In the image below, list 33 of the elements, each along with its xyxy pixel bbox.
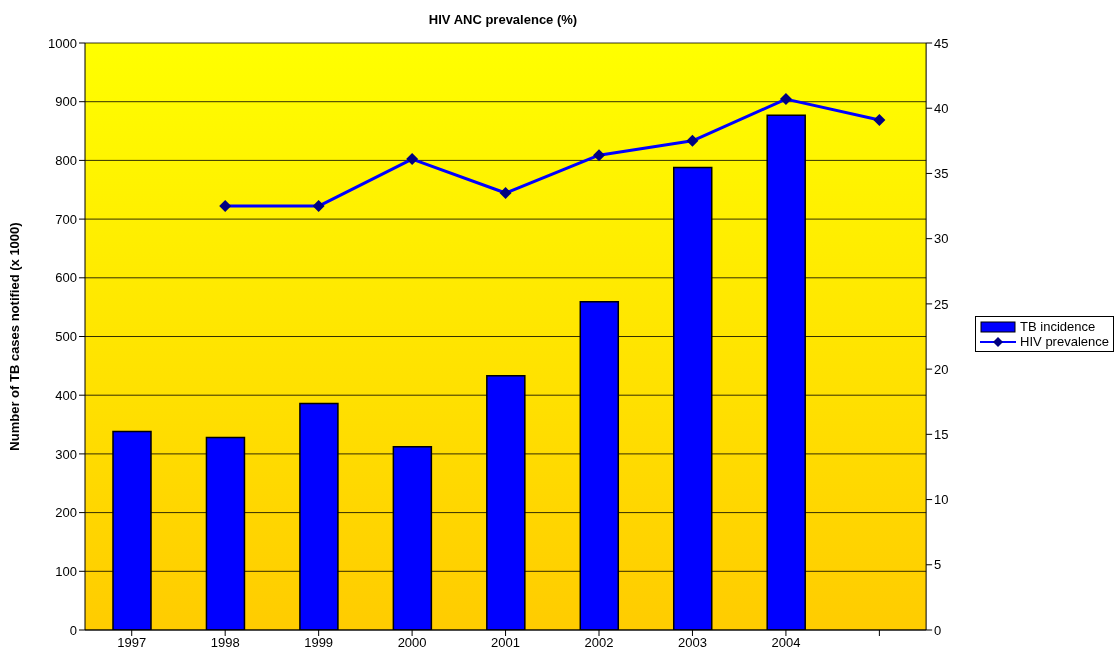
- chart-title: HIV ANC prevalence (%): [427, 12, 579, 27]
- y-tick-label: 700: [55, 211, 77, 227]
- y-tick-label: 500: [55, 329, 77, 345]
- y-tick-label: 1000: [48, 35, 77, 51]
- y-tick-label: 300: [55, 446, 77, 462]
- y2-tick-label: 40: [934, 100, 949, 116]
- y2-tick-label: 5: [934, 557, 942, 573]
- x-tick-label: 2000: [397, 635, 427, 651]
- x-tick-label: 1999: [304, 635, 334, 651]
- x-tick-label: 2001: [491, 635, 521, 651]
- y2-tick-label: 30: [934, 231, 949, 247]
- y2-tick-label: 15: [934, 426, 949, 442]
- x-tick-label: 2003: [678, 635, 707, 651]
- y-axis-title: Number of TB cases notified (x 1000): [6, 222, 22, 451]
- y2-tick-label: 0: [934, 622, 942, 638]
- x-tick-label: 1997: [117, 635, 147, 651]
- y-tick-label: 0: [69, 622, 77, 638]
- y2-tick-label: 45: [934, 35, 949, 51]
- y-tick-label: 800: [55, 153, 77, 169]
- y2-tick-label: 35: [934, 166, 949, 182]
- y-tick-label: 200: [55, 505, 77, 521]
- y-tick-label: 600: [55, 270, 77, 286]
- x-tick-label: 2004: [771, 635, 801, 651]
- x-tick-label: 1998: [210, 635, 240, 651]
- legend-label: HIV prevalence: [1020, 334, 1109, 349]
- y2-tick-label: 10: [934, 492, 949, 508]
- y-tick-label: 100: [55, 563, 77, 579]
- legend-label: TB incidence: [1020, 319, 1096, 334]
- y2-tick-label: 25: [934, 296, 949, 312]
- y-tick-label: 400: [55, 387, 77, 403]
- x-tick-label: 2002: [584, 635, 614, 651]
- y-tick-label: 900: [55, 94, 77, 110]
- y2-tick-label: 20: [934, 361, 949, 377]
